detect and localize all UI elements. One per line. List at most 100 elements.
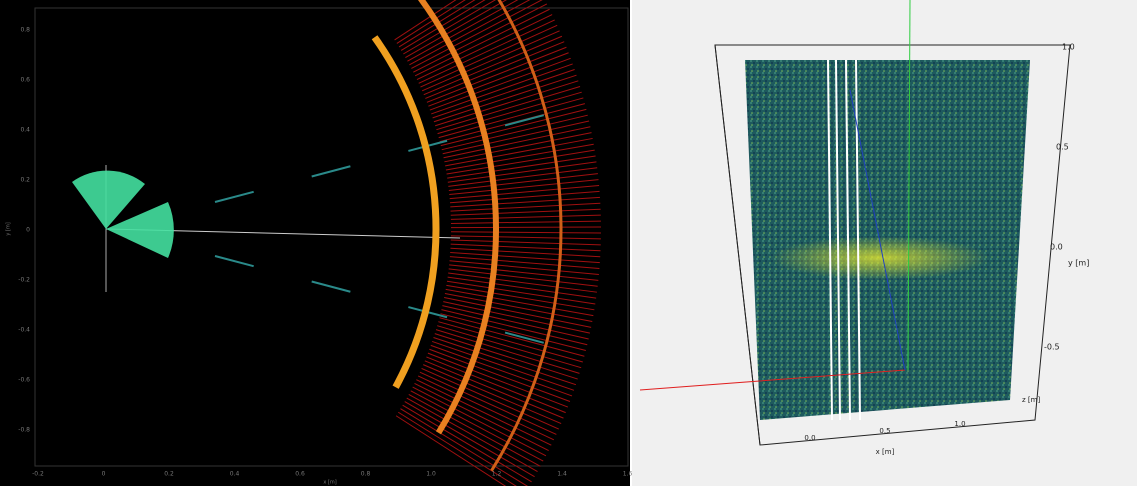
y-tick-label: 0.4 [20, 127, 30, 134]
radial-line [410, 390, 544, 462]
y-axis-label: y [m] [1068, 259, 1089, 268]
x-tick-label: 0.6 [295, 471, 305, 478]
radial-line [446, 284, 595, 311]
radial-line [445, 137, 593, 167]
radial-line [450, 226, 601, 229]
radial-line [418, 19, 555, 84]
plot-frame [34, 7, 629, 467]
radial-line [448, 167, 598, 187]
y-tick-label: 0.5 [1056, 143, 1069, 152]
x-tick-label: 1.0 [954, 420, 965, 428]
radial-line [427, 352, 569, 408]
radial-line [444, 297, 592, 328]
radial-line [421, 367, 559, 430]
radial-line [447, 276, 597, 299]
bounding-box [714, 44, 761, 446]
radial-line [449, 256, 600, 270]
x-axis-label: x [m] [876, 448, 895, 456]
radial-line [394, 0, 457, 41]
radial-line [440, 313, 586, 351]
x-tick-label: 1.2 [492, 471, 502, 478]
fov-line [214, 102, 591, 203]
radial-line [409, 0, 531, 66]
y-tick-label: -0.2 [18, 277, 30, 284]
radial-line [448, 272, 598, 293]
radial-line [434, 333, 578, 380]
radial-line [425, 41, 565, 99]
radial-line [442, 305, 589, 340]
point-cloud-band [770, 236, 990, 280]
radial-line [398, 411, 524, 490]
gap-lines [827, 59, 861, 421]
radial-line [398, 0, 476, 48]
fov-line [214, 255, 591, 356]
radial-line [450, 247, 601, 258]
y-tick-label: -0.8 [18, 427, 30, 434]
radial-grid [394, 0, 601, 490]
radial-line [413, 3, 548, 73]
radial-line [448, 173, 598, 191]
radial-line [419, 371, 557, 435]
radial-line [436, 86, 581, 131]
radial-line [431, 63, 573, 115]
y-tick-label: 0.2 [20, 177, 30, 184]
radial-line [448, 268, 598, 287]
radial-line [449, 260, 599, 275]
radial-line [408, 393, 541, 467]
radial-line [416, 379, 552, 446]
radial-line [429, 57, 571, 111]
radial-line [414, 382, 549, 451]
y-tick-label: -0.5 [1044, 343, 1060, 352]
radial-line [405, 0, 507, 59]
radial-line [443, 126, 591, 159]
arc [371, 35, 440, 389]
radial-line [450, 208, 601, 216]
radial-line [450, 196, 601, 208]
radial-line [444, 132, 592, 163]
radial-line [449, 190, 600, 204]
radial-line [435, 329, 580, 374]
x-tick-label: 0.4 [230, 471, 240, 478]
radial-line [420, 24, 558, 88]
radial-line [447, 155, 596, 179]
radial-line [438, 97, 584, 139]
radial-line [395, 415, 513, 490]
x-tick-label: 0 [102, 471, 106, 478]
x-tick-label: 0.2 [164, 471, 174, 478]
arc [417, 0, 499, 435]
y-tick-label: -0.6 [18, 377, 30, 384]
radial-line [450, 239, 601, 246]
radial-line [414, 8, 550, 77]
radial-line [400, 0, 486, 51]
radial-line [449, 184, 600, 200]
radial-line [450, 231, 601, 234]
radial-line [407, 0, 519, 62]
y-tick-label: -0.4 [18, 327, 30, 334]
radial-line [437, 91, 582, 135]
radial-line [445, 143, 594, 171]
radial-line [411, 0, 543, 69]
y-axis-label: y [m] [6, 222, 12, 235]
radial-line [402, 404, 532, 483]
sensor-sector [106, 202, 174, 258]
radial-line [450, 251, 600, 264]
radial-line [450, 243, 601, 252]
radial-line [442, 120, 590, 155]
y-tick-label: 0.8 [20, 27, 30, 34]
y-tick-label: 0 [26, 227, 30, 234]
radial-line [435, 80, 579, 127]
radial-line [443, 301, 591, 334]
y-axis-3d [907, 0, 911, 371]
radial-line [423, 35, 563, 96]
radial-line [426, 46, 567, 103]
radial-line [445, 288, 594, 317]
radial-line [416, 14, 553, 81]
radial-line [449, 264, 599, 281]
radial-line [417, 375, 555, 441]
x-axis-3d [639, 369, 906, 391]
y-tick-label: 0.6 [20, 77, 30, 84]
radial-line [431, 340, 575, 391]
right-panel: 1.0 0.5 0.0 -0.5 y [m] 0.0 0.5 1.0 x [m] z [m] [632, 0, 1137, 486]
radial-line [450, 214, 601, 220]
